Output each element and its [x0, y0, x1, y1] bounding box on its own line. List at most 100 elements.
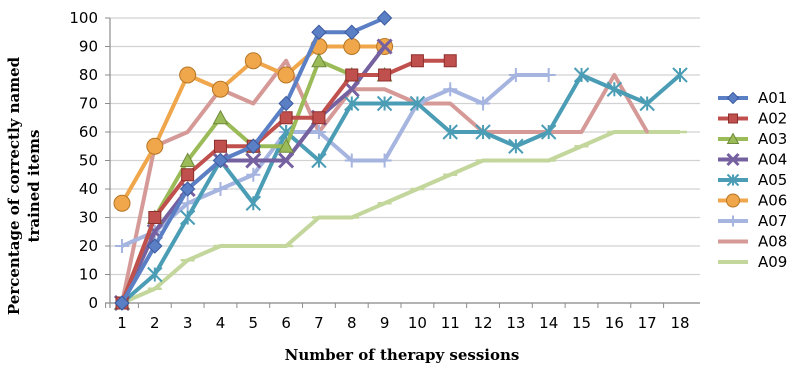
legend-entry-a06: A06: [718, 192, 787, 210]
legend-label-a01: A01: [758, 89, 787, 107]
point-a07-x8: [344, 153, 359, 168]
y-tick-label-0: 0: [88, 294, 98, 312]
point-a07-x7: [311, 125, 326, 139]
point-a05-x14: [540, 124, 557, 140]
point-a01-x3: [179, 181, 196, 197]
x-tick-label-10: 10: [408, 314, 427, 332]
point-a08-x13: [514, 130, 518, 134]
legend-swatch-marker-a01: [726, 91, 740, 105]
point-a01-x8: [344, 24, 360, 40]
point-a02-x3: [181, 168, 195, 182]
point-a07-x13: [508, 68, 523, 82]
point-a08-x11: [448, 102, 452, 105]
point-a05-x10: [409, 95, 426, 112]
point-a05-x16: [606, 81, 623, 97]
y-axis-ticks: 0 10 20 30 40 50 60 70 80 90 100: [69, 9, 110, 312]
x-tick-label-7: 7: [314, 314, 324, 332]
point-a08-x3: [186, 130, 190, 134]
legend-label-a05: A05: [758, 171, 787, 189]
point-a02-x10: [410, 54, 424, 68]
point-a06-x5: [244, 52, 262, 70]
point-a08-x15: [580, 130, 584, 134]
y-tick-label-30: 30: [79, 209, 98, 227]
x-tick-label-4: 4: [216, 314, 226, 332]
x-tick-label-14: 14: [539, 314, 558, 332]
point-a02-x8: [345, 68, 359, 82]
point-a01-x6: [278, 95, 294, 112]
point-a08-x9: [383, 87, 387, 91]
legend-swatch-marker-a05: [726, 173, 740, 187]
point-a05-x18: [672, 67, 688, 83]
x-tick-label-3: 3: [183, 314, 193, 332]
point-a05-x7: [311, 152, 327, 169]
y-axis-title: Percentage of correctly named trained it…: [5, 56, 43, 315]
point-a07-x9: [377, 153, 392, 168]
point-a05-x17: [639, 95, 655, 112]
point-a05-x12: [475, 124, 491, 140]
x-axis-title: Number of therapy sessions: [285, 346, 520, 364]
y-axis-title-line-2: trained items: [25, 130, 43, 243]
x-tick-label-9: 9: [380, 314, 390, 332]
point-a02-x9: [378, 68, 392, 82]
point-a01-x4: [212, 152, 229, 169]
point-a07-x5: [246, 167, 261, 182]
point-a05-x15: [573, 67, 590, 83]
point-a01-x5: [245, 138, 262, 154]
point-a01-x2: [147, 238, 163, 254]
point-a03-x3: [179, 152, 196, 167]
legend-swatch-marker-a03: [726, 132, 740, 144]
legend-label-a09: A09: [758, 253, 787, 271]
legend-label-a08: A08: [758, 233, 787, 251]
point-a06-x3: [179, 66, 197, 84]
point-a05-x5: [245, 195, 262, 211]
x-tick-label-13: 13: [506, 314, 525, 332]
point-a06-x2: [146, 137, 164, 155]
point-a02-x4: [213, 139, 227, 153]
series-a02: [115, 54, 457, 310]
point-a03-x4: [212, 109, 229, 125]
point-a08-x6: [284, 59, 288, 63]
point-a04-x9: [376, 38, 393, 55]
point-a05-x3: [179, 209, 196, 226]
x-tick-label-11: 11: [441, 314, 460, 332]
y-tick-label-90: 90: [79, 38, 98, 56]
x-tick-label-5: 5: [249, 314, 259, 332]
point-a02-x11: [443, 54, 457, 68]
legend: A01 A02 A03 A04 A05 A06 A07 A08 A09: [718, 89, 787, 271]
legend-label-a02: A02: [758, 110, 787, 128]
y-tick-label-40: 40: [79, 180, 98, 198]
y-tick-label-70: 70: [79, 95, 98, 113]
legend-swatch-marker-a02: [728, 113, 738, 124]
point-a07-x11: [443, 82, 458, 97]
series-line-a09: [121, 130, 680, 305]
point-a03-x6: [278, 138, 294, 153]
y-tick-label-50: 50: [79, 152, 98, 170]
x-tick-label-1: 1: [117, 314, 127, 332]
legend-swatch-marker-a06: [726, 193, 740, 208]
point-a02-x7: [312, 111, 326, 125]
point-a06-x1: [113, 194, 131, 212]
legend-entry-a02: A02: [718, 110, 787, 128]
point-a04-x5: [245, 152, 262, 169]
point-a08-x16: [612, 73, 616, 77]
series-line-a07: [121, 73, 549, 248]
x-tick-label-15: 15: [572, 314, 591, 332]
point-a01-x7: [311, 24, 327, 40]
point-a07-x12: [476, 96, 491, 111]
point-a08-x17: [645, 130, 649, 134]
point-a07-x3: [180, 196, 195, 211]
point-a05-x11: [442, 124, 458, 140]
point-a07-x4: [213, 182, 228, 196]
point-a04-x6: [278, 152, 295, 169]
series-a01: [114, 10, 393, 311]
point-a08-x5: [251, 102, 255, 105]
legend-swatch-marker-a04: [726, 152, 740, 167]
legend-entry-a01: A01: [718, 89, 787, 107]
legend-entry-a04: A04: [718, 151, 787, 169]
y-tick-label-80: 80: [79, 66, 98, 84]
series-a09: [115, 130, 687, 305]
point-a03-x7: [311, 52, 327, 68]
y-tick-label-60: 60: [79, 123, 98, 141]
legend-label-a07: A07: [758, 212, 787, 230]
